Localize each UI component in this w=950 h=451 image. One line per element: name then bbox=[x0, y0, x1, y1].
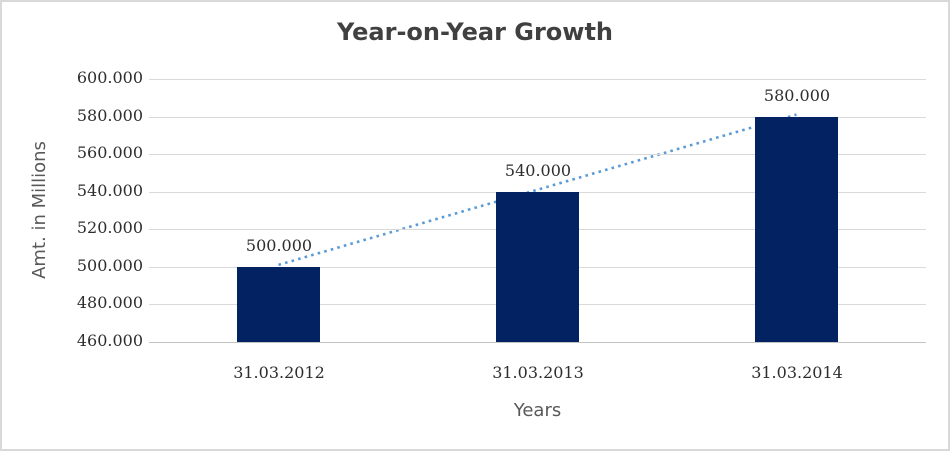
y-tick-label: 600.000 bbox=[76, 68, 143, 87]
y-tick-label: 580.000 bbox=[76, 106, 143, 125]
data-label: 500.000 bbox=[245, 236, 313, 255]
y-tick-label: 480.000 bbox=[76, 293, 143, 312]
chart-title: Year-on-Year Growth bbox=[336, 18, 614, 46]
x-tick-label: 31.03.2012 bbox=[233, 363, 325, 382]
bar bbox=[755, 117, 838, 342]
data-label: 540.000 bbox=[504, 161, 572, 180]
x-axis-line bbox=[149, 342, 926, 343]
bar bbox=[496, 192, 579, 342]
bar bbox=[237, 267, 320, 342]
x-axis-title: Years bbox=[513, 400, 562, 421]
x-tick-label: 31.03.2014 bbox=[751, 363, 843, 382]
y-tick-label: 520.000 bbox=[76, 218, 143, 237]
gridline bbox=[149, 79, 926, 80]
x-tick-label: 31.03.2013 bbox=[492, 363, 584, 382]
gridline bbox=[149, 117, 926, 118]
data-label: 580.000 bbox=[763, 86, 831, 105]
y-tick-label: 560.000 bbox=[76, 143, 143, 162]
y-tick-label: 460.000 bbox=[76, 331, 143, 350]
y-tick-label: 500.000 bbox=[76, 256, 143, 275]
gridline bbox=[149, 154, 926, 155]
y-tick-label: 540.000 bbox=[76, 181, 143, 200]
